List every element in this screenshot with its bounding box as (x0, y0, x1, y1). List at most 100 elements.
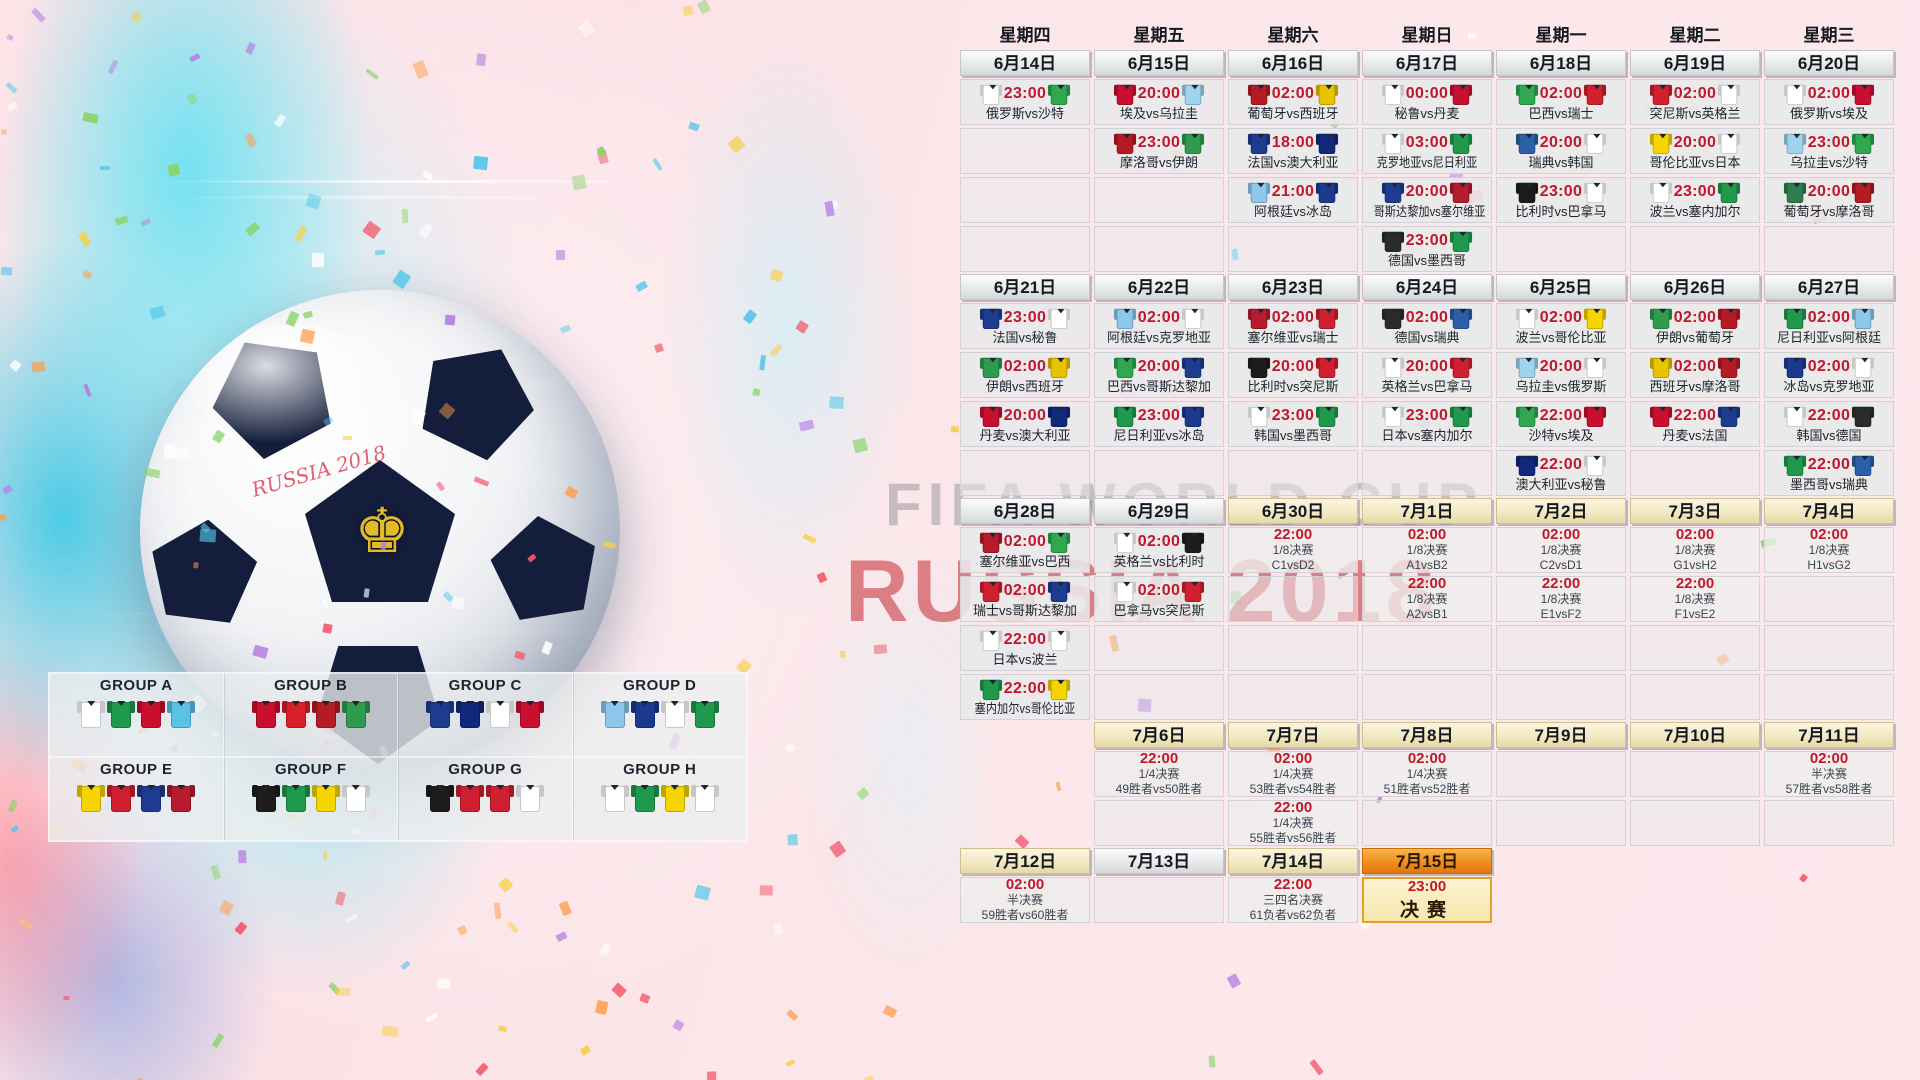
knockout-match-cell[interactable]: 02:00 半决赛 59胜者vs60胜者 (960, 877, 1090, 923)
date-header[interactable]: 6月30日 (1228, 498, 1358, 524)
group-cell[interactable]: GROUP B (223, 673, 398, 757)
knockout-match-cell[interactable]: 22:00 三四名决赛 61负者vs62负者 (1228, 877, 1358, 923)
group-match-cell[interactable]: 20:00 巴西vs哥斯达黎加 (1094, 352, 1224, 398)
group-match-cell[interactable]: 02:00 冰岛vs克罗地亚 (1764, 352, 1894, 398)
group-match-cell[interactable]: 20:00 埃及vs乌拉圭 (1094, 79, 1224, 125)
group-match-cell[interactable]: 20:00 哥斯达黎加vs塞尔维亚 (1362, 177, 1492, 223)
date-header[interactable]: 6月20日 (1764, 50, 1894, 76)
date-header[interactable]: 6月24日 (1362, 274, 1492, 300)
date-header[interactable]: 7月7日 (1228, 722, 1358, 748)
group-match-cell[interactable]: 20:00 哥伦比亚vs日本 (1630, 128, 1760, 174)
date-header[interactable]: 7月4日 (1764, 498, 1894, 524)
date-header[interactable]: 6月23日 (1228, 274, 1358, 300)
date-header[interactable]: 7月3日 (1630, 498, 1760, 524)
group-match-cell[interactable]: 02:00 塞尔维亚vs瑞士 (1228, 303, 1358, 349)
date-header[interactable]: 7月8日 (1362, 722, 1492, 748)
group-match-cell[interactable]: 02:00 塞尔维亚vs巴西 (960, 527, 1090, 573)
group-match-cell[interactable]: 21:00 阿根廷vs冰岛 (1228, 177, 1358, 223)
knockout-match-cell[interactable]: 22:00 1/8决赛 A2vsB1 (1362, 576, 1492, 622)
group-cell[interactable]: GROUP C (398, 673, 573, 757)
date-header[interactable]: 6月28日 (960, 498, 1090, 524)
group-match-cell[interactable]: 23:00 日本vs塞内加尔 (1362, 401, 1492, 447)
group-match-cell[interactable]: 02:00 波兰vs哥伦比亚 (1496, 303, 1626, 349)
group-match-cell[interactable]: 20:00 瑞典vs韩国 (1496, 128, 1626, 174)
date-header[interactable]: 7月2日 (1496, 498, 1626, 524)
group-match-cell[interactable]: 23:00 摩洛哥vs伊朗 (1094, 128, 1224, 174)
group-cell[interactable]: GROUP G (398, 757, 573, 841)
group-match-cell[interactable]: 22:00 日本vs波兰 (960, 625, 1090, 671)
group-match-cell[interactable]: 02:00 伊朗vs西班牙 (960, 352, 1090, 398)
date-header[interactable]: 6月17日 (1362, 50, 1492, 76)
knockout-match-cell[interactable]: 22:00 1/4决赛 55胜者vs56胜者 (1228, 800, 1358, 846)
group-match-cell[interactable]: 02:00 西班牙vs摩洛哥 (1630, 352, 1760, 398)
date-header[interactable]: 6月14日 (960, 50, 1090, 76)
date-header[interactable]: 6月18日 (1496, 50, 1626, 76)
date-header[interactable]: 6月25日 (1496, 274, 1626, 300)
knockout-match-cell[interactable]: 22:00 1/8决赛 F1vsE2 (1630, 576, 1760, 622)
knockout-match-cell[interactable]: 22:00 1/8决赛 E1vsF2 (1496, 576, 1626, 622)
group-cell[interactable]: GROUP D (572, 673, 747, 757)
group-match-cell[interactable]: 02:00 英格兰vs比利时 (1094, 527, 1224, 573)
date-header[interactable]: 7月11日 (1764, 722, 1894, 748)
knockout-match-cell[interactable]: 02:00 1/4决赛 51胜者vs52胜者 (1362, 751, 1492, 797)
group-cell[interactable]: GROUP A (49, 673, 224, 757)
date-header[interactable]: 6月22日 (1094, 274, 1224, 300)
group-match-cell[interactable]: 20:00 葡萄牙vs摩洛哥 (1764, 177, 1894, 223)
group-match-cell[interactable]: 02:00 俄罗斯vs埃及 (1764, 79, 1894, 125)
date-header[interactable]: 6月19日 (1630, 50, 1760, 76)
date-header[interactable]: 6月29日 (1094, 498, 1224, 524)
date-header[interactable]: 7月13日 (1094, 848, 1224, 874)
knockout-match-cell[interactable]: 22:00 1/4决赛 49胜者vs50胜者 (1094, 751, 1224, 797)
knockout-match-cell[interactable]: 02:00 1/8决赛 C2vsD1 (1496, 527, 1626, 573)
group-match-cell[interactable]: 20:00 乌拉圭vs俄罗斯 (1496, 352, 1626, 398)
group-match-cell[interactable]: 20:00 比利时vs突尼斯 (1228, 352, 1358, 398)
date-header[interactable]: 6月21日 (960, 274, 1090, 300)
group-match-cell[interactable]: 23:00 德国vs墨西哥 (1362, 226, 1492, 272)
date-header[interactable]: 7月15日 (1362, 848, 1492, 874)
group-match-cell[interactable]: 22:00 墨西哥vs瑞典 (1764, 450, 1894, 496)
group-match-cell[interactable]: 23:00 韩国vs墨西哥 (1228, 401, 1358, 447)
knockout-match-cell[interactable]: 02:00 半决赛 57胜者vs58胜者 (1764, 751, 1894, 797)
date-header[interactable]: 6月16日 (1228, 50, 1358, 76)
group-cell[interactable]: GROUP E (49, 757, 224, 841)
group-match-cell[interactable]: 02:00 尼日利亚vs阿根廷 (1764, 303, 1894, 349)
group-cell[interactable]: GROUP F (223, 757, 398, 841)
date-header[interactable]: 7月12日 (960, 848, 1090, 874)
group-match-cell[interactable]: 00:00 秘鲁vs丹麦 (1362, 79, 1492, 125)
knockout-match-cell[interactable]: 22:00 1/8决赛 C1vsD2 (1228, 527, 1358, 573)
group-match-cell[interactable]: 02:00 阿根廷vs克罗地亚 (1094, 303, 1224, 349)
group-match-cell[interactable]: 02:00 巴西vs瑞士 (1496, 79, 1626, 125)
group-match-cell[interactable]: 02:00 葡萄牙vs西班牙 (1228, 79, 1358, 125)
group-cell[interactable]: GROUP H (572, 757, 747, 841)
group-match-cell[interactable]: 20:00 英格兰vs巴拿马 (1362, 352, 1492, 398)
group-match-cell[interactable]: 23:00 尼日利亚vs冰岛 (1094, 401, 1224, 447)
knockout-match-cell[interactable]: 02:00 1/8决赛 H1vsG2 (1764, 527, 1894, 573)
group-match-cell[interactable]: 02:00 瑞士vs哥斯达黎加 (960, 576, 1090, 622)
date-header[interactable]: 6月27日 (1764, 274, 1894, 300)
date-header[interactable]: 7月6日 (1094, 722, 1224, 748)
knockout-match-cell[interactable]: 02:00 1/4决赛 53胜者vs54胜者 (1228, 751, 1358, 797)
group-match-cell[interactable]: 22:00 韩国vs德国 (1764, 401, 1894, 447)
group-match-cell[interactable]: 23:00 比利时vs巴拿马 (1496, 177, 1626, 223)
group-match-cell[interactable]: 22:00 澳大利亚vs秘鲁 (1496, 450, 1626, 496)
knockout-match-cell[interactable]: 02:00 1/8决赛 G1vsH2 (1630, 527, 1760, 573)
date-header[interactable]: 7月9日 (1496, 722, 1626, 748)
date-header[interactable]: 6月26日 (1630, 274, 1760, 300)
group-match-cell[interactable]: 23:00 波兰vs塞内加尔 (1630, 177, 1760, 223)
group-match-cell[interactable]: 20:00 丹麦vs澳大利亚 (960, 401, 1090, 447)
date-header[interactable]: 6月15日 (1094, 50, 1224, 76)
group-match-cell[interactable]: 22:00 丹麦vs法国 (1630, 401, 1760, 447)
group-match-cell[interactable]: 18:00 法国vs澳大利亚 (1228, 128, 1358, 174)
group-match-cell[interactable]: 02:00 德国vs瑞典 (1362, 303, 1492, 349)
group-match-cell[interactable]: 23:00 俄罗斯vs沙特 (960, 79, 1090, 125)
final-match-cell[interactable]: 23:00 决赛 (1362, 877, 1492, 923)
group-match-cell[interactable]: 02:00 伊朗vs葡萄牙 (1630, 303, 1760, 349)
group-match-cell[interactable]: 02:00 突尼斯vs英格兰 (1630, 79, 1760, 125)
group-match-cell[interactable]: 22:00 塞内加尔vs哥伦比亚 (960, 674, 1090, 720)
date-header[interactable]: 7月1日 (1362, 498, 1492, 524)
date-header[interactable]: 7月10日 (1630, 722, 1760, 748)
group-match-cell[interactable]: 23:00 法国vs秘鲁 (960, 303, 1090, 349)
knockout-match-cell[interactable]: 02:00 1/8决赛 A1vsB2 (1362, 527, 1492, 573)
group-match-cell[interactable]: 03:00 克罗地亚vs尼日利亚 (1362, 128, 1492, 174)
group-match-cell[interactable]: 02:00 巴拿马vs突尼斯 (1094, 576, 1224, 622)
